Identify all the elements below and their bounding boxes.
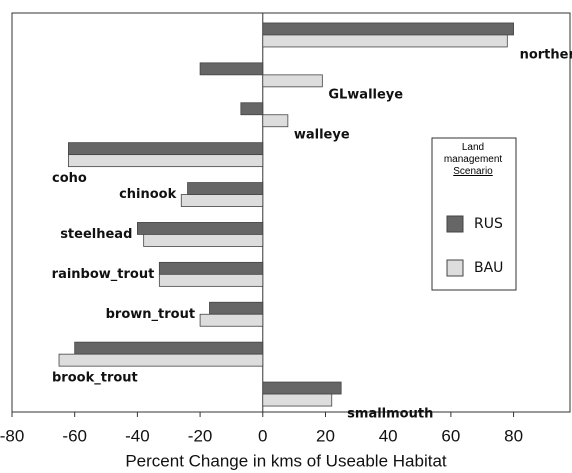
bar xyxy=(143,234,264,247)
category-label: GLwalleye xyxy=(328,87,403,102)
bar xyxy=(262,34,508,48)
x-tick-label: 40 xyxy=(379,426,398,445)
legend-swatch xyxy=(446,259,464,277)
bar xyxy=(187,182,264,195)
category-label: smallmouth xyxy=(347,407,433,422)
legend-subtitle: Scenario xyxy=(453,166,493,177)
bar xyxy=(58,353,264,367)
x-tick-label: 20 xyxy=(316,426,335,445)
category-label: chinook xyxy=(119,187,177,202)
category-label: steelhead xyxy=(60,227,132,242)
category-label: brown_trout xyxy=(106,307,195,322)
x-tick-label: 60 xyxy=(441,426,460,445)
bar xyxy=(68,142,264,156)
category-label: brook_trout xyxy=(52,371,138,386)
bar xyxy=(199,62,264,76)
bar xyxy=(262,381,342,395)
legend-label: RUS xyxy=(474,216,503,232)
bar xyxy=(199,313,264,327)
legend-swatch xyxy=(446,215,464,233)
legend-label: BAU xyxy=(474,260,503,276)
bar xyxy=(262,22,514,36)
legend-box xyxy=(431,137,517,291)
bar xyxy=(209,301,264,315)
x-tick-label: 0 xyxy=(258,426,267,445)
category-label: coho xyxy=(52,171,87,186)
x-axis-title: Percent Change in kms of Useable Habitat xyxy=(125,451,447,470)
bar xyxy=(262,114,289,128)
bar xyxy=(68,154,264,168)
x-tick-label: -60 xyxy=(62,426,87,445)
bar xyxy=(262,393,333,407)
bar xyxy=(74,341,264,355)
x-tick-label: 80 xyxy=(504,426,523,445)
bar xyxy=(158,273,264,287)
category-label: rainbow_trout xyxy=(52,267,155,282)
x-tick-label: -20 xyxy=(188,426,213,445)
bar xyxy=(262,74,323,88)
bar xyxy=(180,194,264,207)
legend-title-text: Land management xyxy=(443,142,503,165)
x-tick-label: -80 xyxy=(0,426,24,445)
bar xyxy=(158,261,264,275)
plot-frame xyxy=(11,12,571,413)
bar xyxy=(240,102,264,116)
x-tick-label: -40 xyxy=(125,426,150,445)
category-label: walleye xyxy=(294,127,350,142)
legend-title: Land management Scenario xyxy=(432,142,514,178)
category-label: northern_pike xyxy=(520,47,572,62)
bar xyxy=(136,222,264,235)
